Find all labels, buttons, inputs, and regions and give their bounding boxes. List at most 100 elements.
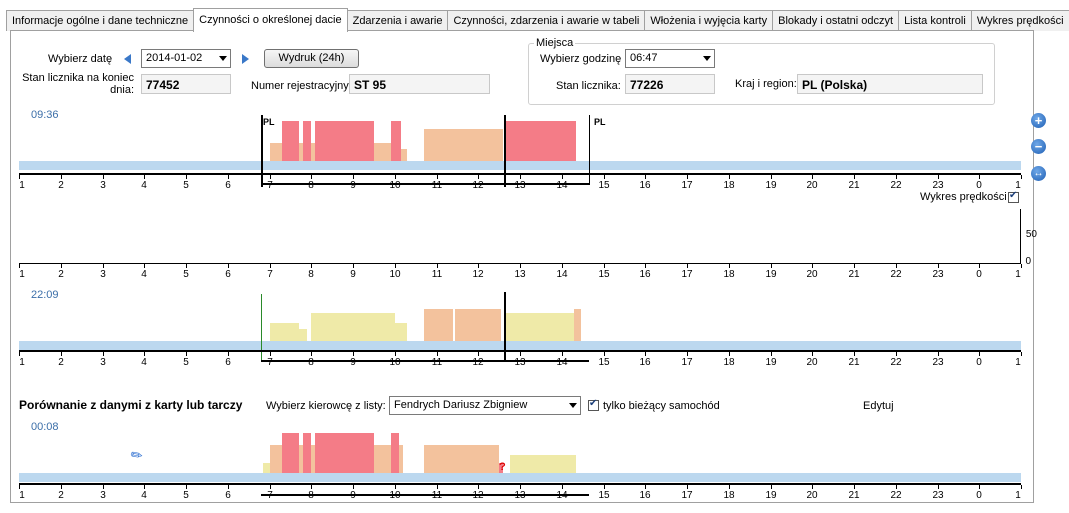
tab-events-faults[interactable]: Zdarzenia i awarie <box>346 10 449 31</box>
chevron-down-icon <box>569 403 577 408</box>
driver-select[interactable]: Fendrych Dariusz Zbigniew <box>389 396 581 415</box>
hour-tick <box>478 175 479 179</box>
speed-chart: 50 0 1 2 3 4 5 6 7 8 9 10 11 12 13 14 15 16 17 18 19 20 21 22… <box>19 209 1037 281</box>
hour-label: 5 <box>183 357 189 368</box>
current-vehicle-checkbox[interactable] <box>588 398 599 411</box>
work-segment <box>401 149 407 161</box>
card-withdraw-marker <box>504 292 506 362</box>
tab-general-info[interactable]: Informacje ogólne i dane techniczne <box>6 10 195 31</box>
hour-tick <box>437 485 438 489</box>
avail-segment <box>311 313 395 341</box>
prev-date-icon[interactable] <box>124 54 131 64</box>
work-segment <box>424 129 474 161</box>
hour-tick <box>854 485 855 489</box>
hour-label: 4 <box>141 180 147 191</box>
hour-tick <box>353 485 354 489</box>
drive-segment <box>282 121 299 161</box>
hour-label: 20 <box>806 180 818 191</box>
registration-field: ST 95 <box>349 74 490 94</box>
tab-activities-table[interactable]: Czynności, zdarzenia i awarie w tabeli <box>447 10 646 31</box>
hour-tick <box>896 264 897 268</box>
hour-tick <box>896 175 897 179</box>
odometer-label: Stan licznika na koniec dnia: <box>22 72 134 96</box>
session-bar <box>261 360 589 362</box>
country-end-line <box>589 115 590 185</box>
print-24h-button[interactable]: Wydruk (24h) <box>264 49 359 68</box>
tab-speed-chart[interactable]: Wykres prędkości <box>970 10 1069 31</box>
tab-activities-date[interactable]: Czynności o określonej dacie <box>193 8 348 32</box>
hour-label: 15 <box>598 357 610 368</box>
hour-picker[interactable]: 06:47 <box>625 49 715 68</box>
hour-tick <box>938 485 939 489</box>
hour-label: 7 <box>267 180 273 191</box>
tab-control-list[interactable]: Lista kontroli <box>898 10 972 31</box>
hour-tick <box>938 264 939 268</box>
hour-tick <box>353 175 354 179</box>
hour-tick <box>186 175 187 179</box>
hour-label: 22 <box>890 490 902 501</box>
hour-tick <box>687 352 688 356</box>
hour-label: 6 <box>225 490 231 501</box>
driver-label: Wybierz kierowcę z listy: <box>266 400 386 412</box>
hour-label: 5 <box>183 269 189 280</box>
counter-label: Stan licznika: <box>556 80 621 92</box>
hour-tick <box>144 352 145 356</box>
counter-field: 77226 <box>625 74 715 94</box>
work-segment <box>491 129 503 161</box>
hour-label: 7 <box>267 357 273 368</box>
hour-tick <box>812 175 813 179</box>
hour-tick <box>395 264 396 268</box>
hour-tick <box>228 175 229 179</box>
hour-tick <box>812 352 813 356</box>
hour-label: 12 <box>472 357 484 368</box>
drive-segment <box>315 433 374 473</box>
hour-label: 20 <box>806 490 818 501</box>
hour-tick <box>938 352 939 356</box>
hour-tick <box>186 264 187 268</box>
next-date-icon[interactable] <box>242 54 249 64</box>
drive-segment <box>315 121 374 161</box>
hour-tick <box>604 175 605 179</box>
hour-label: 18 <box>723 269 735 280</box>
tab-locks-last-read[interactable]: Blokady i ostatni odczyt <box>772 10 900 31</box>
work-segment <box>374 143 391 161</box>
hour-tick <box>270 264 271 268</box>
fit-width-icon[interactable]: ↔ <box>1031 166 1046 181</box>
hour-tick <box>61 264 62 268</box>
work-segment <box>441 309 453 341</box>
edit-link[interactable]: Edytuj <box>863 400 894 412</box>
hour-value: 06:47 <box>630 52 658 64</box>
hour-tick <box>645 352 646 356</box>
hour-label: 23 <box>932 269 944 280</box>
hour-tick <box>979 175 980 179</box>
speed-chart-checkbox[interactable] <box>1008 190 1019 203</box>
date-label: Wybierz datę <box>48 53 113 65</box>
tab-card-insertions[interactable]: Włożenia i wyjęcia karty <box>644 10 774 31</box>
hour-tick <box>395 485 396 489</box>
work-segment <box>270 143 282 161</box>
zoom-in-icon[interactable]: + <box>1031 113 1046 128</box>
hour-tick <box>854 175 855 179</box>
hour-label: 21 <box>848 490 860 501</box>
hour-label: 5 <box>183 490 189 501</box>
timeline-1-time: 09:36 <box>31 109 59 121</box>
hour-tick <box>520 264 521 268</box>
zoom-out-icon[interactable]: − <box>1031 139 1046 154</box>
drive-segment <box>303 121 311 161</box>
hour-tick <box>437 264 438 268</box>
hour-tick <box>645 175 646 179</box>
hour-label: 12 <box>472 180 484 191</box>
speed-chart-label: Wykres prędkości <box>920 191 1007 203</box>
hour-tick <box>562 352 563 356</box>
hour-label: 10 <box>389 269 401 280</box>
hour-tick <box>687 485 688 489</box>
date-picker[interactable]: 2014-01-02 <box>141 49 231 68</box>
hour-tick <box>854 352 855 356</box>
hour-label: 17 <box>681 269 693 280</box>
hour-tick <box>604 352 605 356</box>
hour-tick <box>771 485 772 489</box>
hour-tick <box>228 485 229 489</box>
hour-label: 1 <box>1015 269 1021 280</box>
hour-tick <box>478 264 479 268</box>
hour-tick <box>437 175 438 179</box>
